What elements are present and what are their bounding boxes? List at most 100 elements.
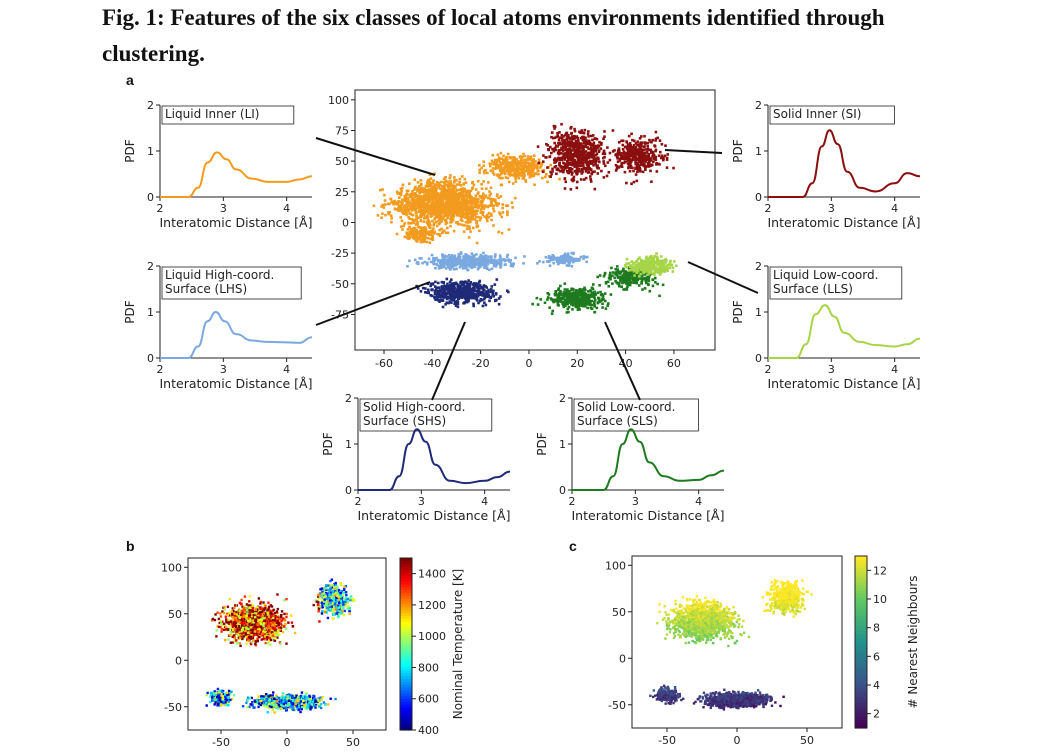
scatter-point [465,199,469,203]
scatter-point [445,206,448,209]
scatter-point [424,228,428,232]
scatter-point [468,216,472,220]
scatter-point [470,212,473,216]
scatter-point [485,187,488,191]
scatter-point [604,164,607,168]
scatter-point [439,197,443,200]
scatter-point [545,142,548,146]
scatter-point [410,235,413,238]
scatter-point [601,295,605,298]
scatter-point [471,197,475,201]
connector-line-SHS [431,321,466,401]
scatter-point [496,166,499,170]
scatter-point [632,169,635,173]
x-tick-label: -40 [423,357,441,370]
scatter-point [411,204,414,208]
scatter-point [405,205,408,208]
scatter-point [590,150,594,154]
scatter-point [458,255,462,259]
scatter-point [642,266,646,270]
scatter-point [559,284,562,288]
scatter-point [644,266,648,269]
scatter-point [572,259,576,263]
scatter-point [589,146,593,150]
scatter-point [565,257,568,261]
scatter-point [462,206,465,210]
scatter-point [532,165,536,168]
scatter-point [626,272,629,275]
scatter-point [607,277,611,280]
scatter-point [653,270,657,274]
scatter-series-LI [372,151,561,245]
scatter-point [646,262,650,266]
scatter-point [494,200,497,204]
scatter-point [416,221,419,224]
scatter-point [586,301,589,305]
x-tick-label: 20 [570,357,584,370]
scatter-point [468,262,472,265]
scatter-point [559,256,563,259]
scatter-point [450,287,453,291]
scatter-point [583,297,587,301]
scatter-point [584,150,588,153]
scatter-point [438,195,442,198]
scatter-point [509,264,513,268]
scatter-point [598,160,601,164]
scatter-point [449,220,453,224]
x-tick-label: 0 [525,357,532,370]
scatter-point [659,266,663,269]
scatter-point [579,160,583,164]
scatter-point [581,170,584,174]
scatter-point [461,289,464,293]
scatter-point [603,130,606,133]
scatter-point [571,163,574,167]
scatter-point [575,292,579,296]
pdf-label-text: Liquid High-coord. [165,268,274,282]
scatter-point [405,211,408,214]
scatter-point [434,190,438,193]
scatter-point [643,134,646,138]
scatter-point [614,271,618,275]
scatter-point [629,264,632,267]
scatter-point [425,214,429,218]
scatter-point [566,165,569,169]
scatter-point [640,135,643,138]
x-tick-label: 3 [220,202,227,215]
scatter-point [566,252,570,256]
scatter-point [413,186,417,190]
scatter-point [451,298,455,302]
scatter-point [462,291,465,295]
scatter-point [446,183,449,187]
scatter-point [570,287,573,291]
scatter-point [431,205,435,209]
scatter-point [494,264,498,268]
scatter-point [498,173,501,177]
scatter-point [645,264,649,268]
scatter-point [457,252,461,256]
scatter-point [638,144,641,148]
scatter-point [434,213,437,216]
scatter-point [649,157,652,161]
scatter-point [566,142,569,146]
scatter-point [466,282,469,285]
scatter-point [478,218,482,222]
scatter-point [582,288,585,291]
scatter-point [585,297,588,301]
scatter-point [668,261,672,265]
scatter-point [634,274,638,278]
scatter-point [593,305,596,308]
scatter-point [434,280,437,284]
scatter-point [639,170,642,173]
scatter-point [643,158,646,161]
scatter-point [436,196,440,199]
x-tick-label: 3 [220,363,227,376]
scatter-point [630,132,633,136]
scatter-point [649,262,652,266]
scatter-point [585,255,589,259]
scatter-point [413,218,417,222]
scatter-point [549,170,552,174]
scatter-point [644,160,647,163]
scatter-point [478,280,481,284]
scatter-point [621,269,624,273]
scatter-point [627,276,630,280]
